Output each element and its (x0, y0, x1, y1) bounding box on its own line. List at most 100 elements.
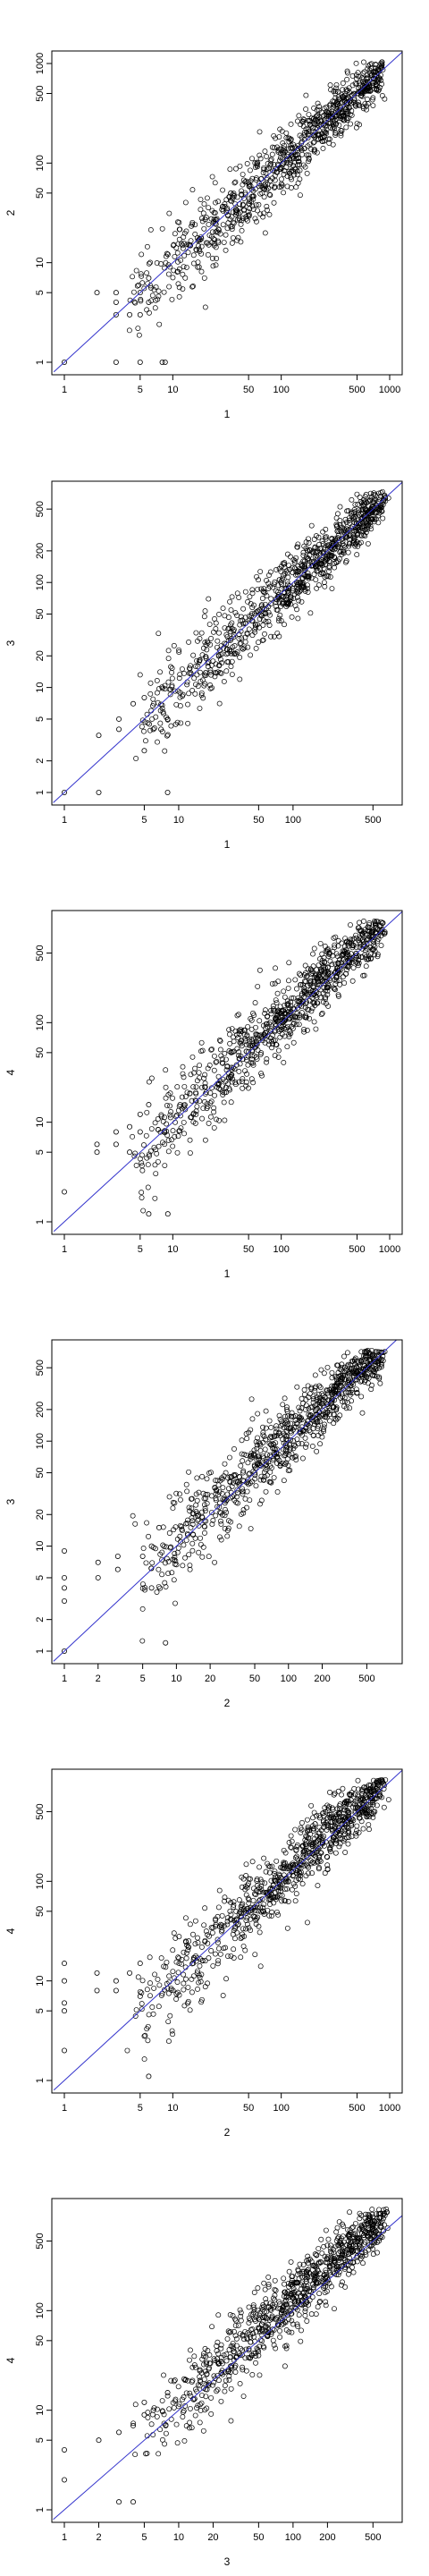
data-point (256, 1439, 262, 1445)
data-point (379, 93, 385, 98)
data-point (290, 596, 297, 602)
data-point (325, 970, 332, 977)
data-point (255, 1411, 261, 1417)
data-point (223, 247, 229, 253)
data-point (333, 85, 340, 91)
data-point (314, 1000, 320, 1006)
data-point (164, 1555, 170, 1562)
data-point (246, 1900, 252, 1906)
outlier-point (113, 1987, 119, 1994)
data-point (315, 549, 321, 555)
data-point (319, 1837, 325, 1843)
data-point (310, 1394, 316, 1400)
data-point (349, 82, 356, 89)
data-point (338, 1367, 344, 1373)
data-point (165, 648, 172, 654)
data-point (154, 690, 160, 696)
data-point (307, 1015, 313, 1021)
data-point (343, 124, 349, 131)
outlier-point (137, 1111, 143, 1117)
data-point (248, 1928, 254, 1933)
data-point (212, 1559, 218, 1565)
data-point (170, 1505, 176, 1512)
data-point (258, 613, 265, 619)
data-point (272, 1053, 278, 1059)
data-point (261, 1434, 267, 1439)
data-point (181, 234, 187, 240)
data-point (333, 1377, 340, 1383)
data-point (177, 1533, 183, 1539)
data-point (182, 275, 189, 281)
data-point (276, 618, 282, 624)
data-point (224, 659, 231, 665)
data-point (379, 81, 385, 87)
data-point (138, 296, 144, 302)
data-point (349, 1398, 355, 1404)
data-point (257, 1929, 263, 1936)
data-point (305, 589, 311, 595)
outlier-point (146, 1102, 152, 1108)
data-point (145, 2038, 151, 2044)
data-point (374, 1802, 380, 1809)
data-point (179, 1526, 185, 1532)
data-point (335, 1362, 341, 1368)
data-point (168, 723, 174, 729)
data-point (286, 599, 291, 606)
data-point (213, 1496, 219, 1502)
data-point (328, 1815, 333, 1821)
data-point (217, 1509, 223, 1515)
data-point (324, 1410, 331, 1416)
x-tick-label: 50 (253, 815, 264, 826)
data-point (248, 1076, 255, 1082)
data-point (158, 1955, 164, 1962)
data-point (378, 1364, 384, 1370)
data-point (339, 114, 345, 120)
data-point (272, 1894, 278, 1901)
data-point (260, 637, 266, 643)
data-point (285, 585, 291, 591)
data-point (291, 1020, 297, 1026)
data-point (193, 1502, 199, 1508)
data-point (174, 250, 181, 256)
data-point (306, 158, 311, 165)
data-point (194, 1955, 200, 1962)
data-point (161, 289, 167, 295)
data-point (246, 1876, 252, 1882)
data-point (374, 926, 381, 932)
data-point (285, 1002, 291, 1008)
data-point (173, 1959, 180, 1965)
data-point (353, 60, 359, 66)
data-point (189, 284, 196, 290)
data-point (258, 1497, 265, 1504)
data-point (277, 126, 283, 132)
outlier-point (94, 290, 100, 296)
data-point (231, 1445, 237, 1452)
x-axis-label: 1 (224, 1267, 231, 1280)
data-point (189, 1976, 195, 1982)
data-point (315, 979, 321, 985)
data-point (189, 1515, 195, 1521)
data-point (165, 1990, 172, 1996)
data-point (244, 1921, 250, 1928)
data-point (273, 1426, 280, 1432)
outlier-point (127, 1123, 133, 1130)
data-point (176, 647, 182, 653)
data-point (302, 573, 308, 580)
data-point (329, 1811, 334, 1818)
data-point (282, 1897, 288, 1903)
data-point (295, 541, 301, 547)
data-point (308, 1008, 315, 1014)
data-point (225, 1525, 231, 1531)
data-point (356, 99, 361, 106)
data-point (274, 990, 281, 996)
data-point (350, 2224, 357, 2230)
data-point (327, 1789, 332, 1795)
data-point (252, 1952, 258, 1958)
data-point (311, 115, 317, 122)
data-point (290, 145, 296, 151)
data-point (285, 574, 291, 580)
data-point (227, 637, 233, 643)
data-point (153, 1147, 159, 1153)
data-point (240, 606, 247, 612)
data-point (205, 1065, 211, 1072)
